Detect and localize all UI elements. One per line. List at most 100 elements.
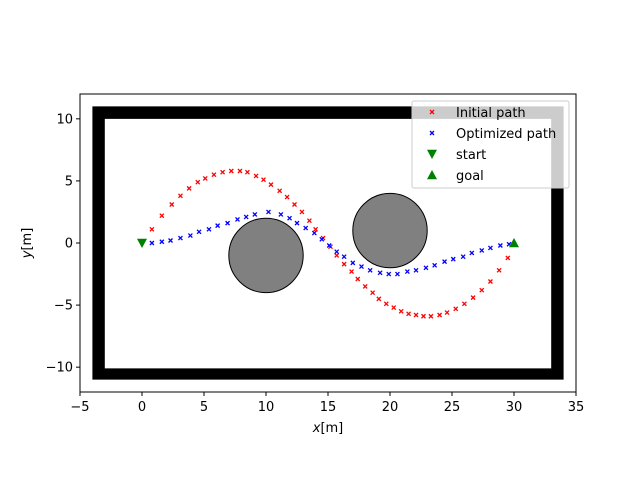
obstacle-circle-2 <box>352 192 428 269</box>
data-point <box>437 312 443 318</box>
data-point <box>268 182 274 188</box>
x-tick-label: 10 <box>258 400 275 415</box>
data-point <box>159 239 165 245</box>
y-tick-label: 0 <box>65 237 73 252</box>
data-point <box>487 245 493 251</box>
data-point <box>350 260 356 266</box>
data-point <box>225 220 231 226</box>
data-point <box>404 269 410 275</box>
data-point <box>277 188 283 194</box>
y-tick-label: −10 <box>46 361 73 376</box>
data-point <box>460 254 466 260</box>
legend-marker <box>427 170 437 180</box>
data-point <box>341 254 347 260</box>
data-point <box>253 173 259 179</box>
data-point <box>334 249 340 255</box>
data-point <box>244 169 250 175</box>
data-point <box>252 211 258 217</box>
series-goal <box>509 238 519 248</box>
data-point <box>370 290 376 296</box>
data-point <box>349 269 355 275</box>
data-point <box>235 216 240 222</box>
legend-label: Initial path <box>456 106 526 121</box>
data-point <box>159 213 165 219</box>
x-tick-label: 0 <box>138 400 146 415</box>
data-point <box>211 172 217 178</box>
data-point <box>303 225 309 231</box>
data-point <box>195 179 201 185</box>
data-point <box>406 311 412 317</box>
data-point <box>326 243 332 248</box>
legend-marker <box>429 109 435 115</box>
legend: Initial path Optimized path start goal <box>411 100 570 189</box>
data-point <box>453 306 459 312</box>
x-tick-label: 15 <box>320 400 337 415</box>
x-tick-label: −5 <box>70 400 89 415</box>
series-start <box>137 238 147 248</box>
data-point <box>377 270 383 276</box>
y-tick-label: −5 <box>54 299 73 314</box>
data-point <box>284 194 290 200</box>
legend-label: start <box>456 148 486 163</box>
data-point <box>261 177 266 183</box>
data-point <box>496 267 502 273</box>
x-tick-label: 35 <box>568 400 585 415</box>
data-point <box>266 209 271 215</box>
data-point <box>444 310 450 315</box>
data-point <box>442 259 448 265</box>
data-point <box>450 256 456 262</box>
data-point <box>177 193 183 199</box>
legend-marker <box>429 130 435 136</box>
data-point <box>215 223 221 229</box>
series-layer <box>137 168 519 319</box>
data-point <box>299 209 305 215</box>
series-initial-path <box>149 168 511 319</box>
data-point <box>423 265 429 271</box>
x-axis-ticks: −5 0 5 10 15 20 25 30 35 <box>70 392 584 415</box>
data-point <box>311 230 317 236</box>
data-point <box>243 214 249 220</box>
data-point <box>432 262 438 268</box>
data-point <box>505 255 511 261</box>
data-point <box>469 250 475 256</box>
legend-item: Initial path <box>429 106 526 121</box>
data-point <box>149 226 155 232</box>
data-point <box>292 202 297 207</box>
data-point <box>202 175 208 181</box>
data-point <box>187 233 193 239</box>
data-point <box>177 235 183 241</box>
data-point <box>479 247 485 253</box>
data-point <box>461 301 467 307</box>
data-point <box>206 226 212 232</box>
data-point <box>376 296 382 302</box>
data-point <box>383 301 389 307</box>
data-point <box>220 169 226 175</box>
legend-box <box>411 100 570 189</box>
data-point <box>341 261 347 267</box>
data-point <box>149 240 155 246</box>
data-point <box>306 218 312 224</box>
legend-item: start <box>427 148 486 163</box>
legend-label: goal <box>456 169 484 184</box>
y-axis-label: y[m] <box>20 228 35 260</box>
data-point <box>355 276 361 282</box>
x-tick-label: 30 <box>506 400 523 415</box>
data-point <box>394 271 400 277</box>
data-point <box>137 238 147 248</box>
data-point <box>386 271 392 277</box>
data-point <box>334 252 340 258</box>
data-point <box>359 264 364 270</box>
data-point <box>367 267 373 273</box>
data-point <box>413 312 419 318</box>
data-point <box>470 295 476 301</box>
legend-item: goal <box>427 169 484 184</box>
data-point <box>362 283 368 289</box>
data-point <box>313 226 319 232</box>
x-tick-label: 5 <box>200 400 208 415</box>
data-point <box>497 243 503 248</box>
x-tick-label: 25 <box>444 400 461 415</box>
data-point <box>391 305 397 311</box>
data-point <box>428 313 434 319</box>
x-axis-label: x[m] <box>312 421 344 436</box>
